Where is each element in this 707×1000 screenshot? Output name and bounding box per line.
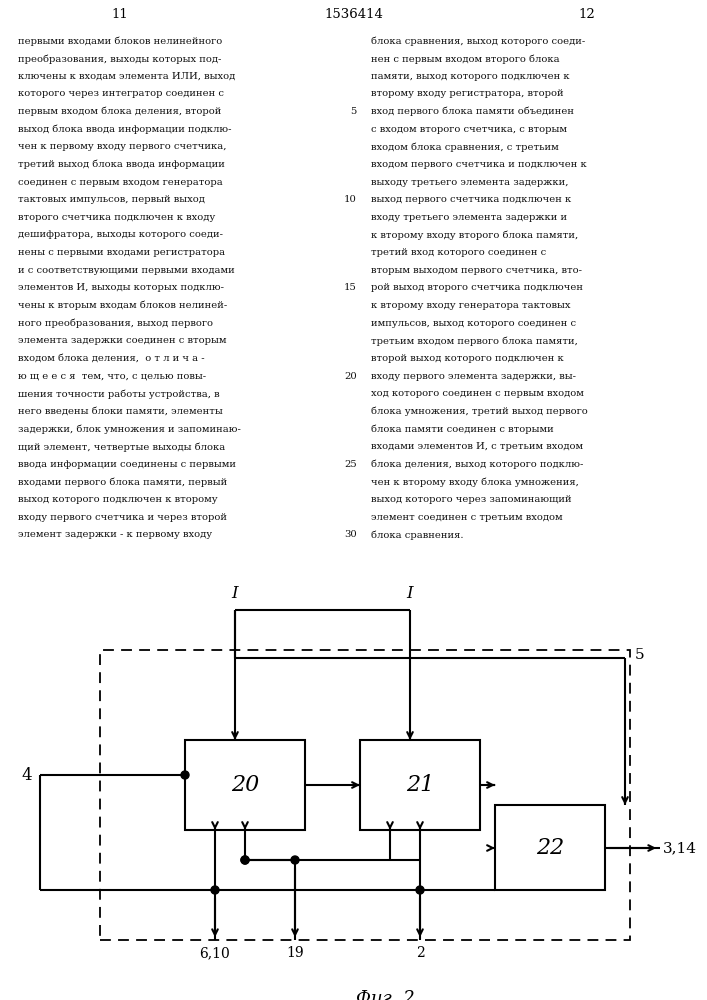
Text: чены к вторым входам блоков нелиней-: чены к вторым входам блоков нелиней- bbox=[18, 301, 227, 310]
Text: 3,14: 3,14 bbox=[663, 841, 697, 855]
Text: ю щ е е с я  тем, что, с целью повы-: ю щ е е с я тем, что, с целью повы- bbox=[18, 372, 206, 381]
Text: которого через интегратор соединен с: которого через интегратор соединен с bbox=[18, 89, 223, 98]
Text: 2: 2 bbox=[416, 946, 424, 960]
Text: Фиг. 2: Фиг. 2 bbox=[356, 990, 414, 1000]
Text: выход которого подключен к второму: выход которого подключен к второму bbox=[18, 495, 217, 504]
Text: к второму входу второго блока памяти,: к второму входу второго блока памяти, bbox=[371, 230, 578, 240]
Bar bbox=[495, 805, 605, 890]
Circle shape bbox=[211, 886, 219, 894]
Text: 19: 19 bbox=[286, 946, 304, 960]
Text: 6,10: 6,10 bbox=[199, 946, 230, 960]
Text: ключены к входам элемента ИЛИ, выход: ключены к входам элемента ИЛИ, выход bbox=[18, 72, 235, 81]
Text: блока сравнения, выход которого соеди-: блока сравнения, выход которого соеди- bbox=[371, 36, 585, 46]
Text: входами первого блока памяти, первый: входами первого блока памяти, первый bbox=[18, 477, 227, 487]
Text: рой выход второго счетчика подключен: рой выход второго счетчика подключен bbox=[371, 283, 583, 292]
Text: соединен с первым входом генератора: соединен с первым входом генератора bbox=[18, 178, 223, 187]
Text: выходу третьего элемента задержки,: выходу третьего элемента задержки, bbox=[371, 178, 568, 187]
Text: элемент соединен с третьим входом: элемент соединен с третьим входом bbox=[371, 513, 563, 522]
Text: 20: 20 bbox=[231, 774, 259, 796]
Text: и с соответствующими первыми входами: и с соответствующими первыми входами bbox=[18, 266, 235, 275]
Text: ного преобразования, выход первого: ного преобразования, выход первого bbox=[18, 319, 213, 328]
Text: вторым выходом первого счетчика, вто-: вторым выходом первого счетчика, вто- bbox=[371, 266, 582, 275]
Text: 12: 12 bbox=[578, 8, 595, 21]
Text: I: I bbox=[407, 585, 414, 602]
Text: третий вход которого соединен с: третий вход которого соединен с bbox=[371, 248, 547, 257]
Text: 10: 10 bbox=[344, 195, 357, 204]
Text: щий элемент, четвертые выходы блока: щий элемент, четвертые выходы блока bbox=[18, 442, 225, 452]
Circle shape bbox=[291, 856, 299, 864]
Bar bbox=[185, 740, 305, 830]
Text: памяти, выход которого подключен к: памяти, выход которого подключен к bbox=[371, 72, 570, 81]
Text: элемент задержки - к первому входу: элемент задержки - к первому входу bbox=[18, 530, 212, 539]
Circle shape bbox=[241, 856, 249, 864]
Text: ход которого соединен с первым входом: ход которого соединен с первым входом bbox=[371, 389, 584, 398]
Text: 5: 5 bbox=[351, 107, 357, 116]
Text: с входом второго счетчика, с вторым: с входом второго счетчика, с вторым bbox=[371, 125, 567, 134]
Circle shape bbox=[181, 771, 189, 779]
Text: него введены блоки памяти, элементы: него введены блоки памяти, элементы bbox=[18, 407, 223, 416]
Text: входами элементов И, с третьим входом: входами элементов И, с третьим входом bbox=[371, 442, 583, 451]
Text: третьим входом первого блока памяти,: третьим входом первого блока памяти, bbox=[371, 336, 578, 346]
Text: элементов И, выходы которых подклю-: элементов И, выходы которых подклю- bbox=[18, 283, 223, 292]
Text: блока сравнения.: блока сравнения. bbox=[371, 530, 464, 540]
Text: чен к первому входу первого счетчика,: чен к первому входу первого счетчика, bbox=[18, 142, 226, 151]
Text: третий выход блока ввода информации: третий выход блока ввода информации bbox=[18, 160, 225, 169]
Text: входу первого счетчика и через второй: входу первого счетчика и через второй bbox=[18, 513, 227, 522]
Text: элемента задержки соединен с вторым: элемента задержки соединен с вторым bbox=[18, 336, 226, 345]
Text: преобразования, выходы которых под-: преобразования, выходы которых под- bbox=[18, 54, 221, 64]
Text: второму входу регистратора, второй: второму входу регистратора, второй bbox=[371, 89, 563, 98]
Text: первым входом блока деления, второй: первым входом блока деления, второй bbox=[18, 107, 221, 116]
Text: 21: 21 bbox=[406, 774, 434, 796]
Text: входом блока сравнения, с третьим: входом блока сравнения, с третьим bbox=[371, 142, 559, 152]
Text: импульсов, выход которого соединен с: импульсов, выход которого соединен с bbox=[371, 319, 576, 328]
Text: блока умножения, третий выход первого: блока умножения, третий выход первого bbox=[371, 407, 588, 416]
Text: вход первого блока памяти объединен: вход первого блока памяти объединен bbox=[371, 107, 574, 116]
Text: входом блока деления,  о т л и ч а -: входом блока деления, о т л и ч а - bbox=[18, 354, 204, 363]
Text: тактовых импульсов, первый выход: тактовых импульсов, первый выход bbox=[18, 195, 204, 204]
Text: шения точности работы устройства, в: шения точности работы устройства, в bbox=[18, 389, 219, 399]
Text: блока памяти соединен с вторыми: блока памяти соединен с вторыми bbox=[371, 424, 554, 434]
Text: входу первого элемента задержки, вы-: входу первого элемента задержки, вы- bbox=[371, 372, 576, 381]
Text: 4: 4 bbox=[21, 766, 32, 784]
Text: 20: 20 bbox=[344, 372, 357, 381]
Text: блока деления, выход которого подклю-: блока деления, выход которого подклю- bbox=[371, 460, 583, 469]
Text: выход первого счетчика подключен к: выход первого счетчика подключен к bbox=[371, 195, 571, 204]
Text: задержки, блок умножения и запоминаю-: задержки, блок умножения и запоминаю- bbox=[18, 424, 240, 434]
Circle shape bbox=[416, 886, 424, 894]
Text: выход которого через запоминающий: выход которого через запоминающий bbox=[371, 495, 572, 504]
Text: 15: 15 bbox=[344, 283, 357, 292]
Circle shape bbox=[241, 856, 249, 864]
Text: 5: 5 bbox=[635, 648, 645, 662]
Text: первыми входами блоков нелинейного: первыми входами блоков нелинейного bbox=[18, 36, 222, 46]
Text: дешифратора, выходы которого соеди-: дешифратора, выходы которого соеди- bbox=[18, 230, 223, 239]
Text: выход блока ввода информации подклю-: выход блока ввода информации подклю- bbox=[18, 125, 231, 134]
Text: 30: 30 bbox=[344, 530, 357, 539]
Text: второй выход которого подключен к: второй выход которого подключен к bbox=[371, 354, 564, 363]
Text: 11: 11 bbox=[112, 8, 129, 21]
Text: 22: 22 bbox=[536, 836, 564, 858]
Text: второго счетчика подключен к входу: второго счетчика подключен к входу bbox=[18, 213, 215, 222]
Text: к второму входу генератора тактовых: к второму входу генератора тактовых bbox=[371, 301, 571, 310]
Bar bbox=[100, 650, 630, 940]
Text: входу третьего элемента задержки и: входу третьего элемента задержки и bbox=[371, 213, 567, 222]
Text: ввода информации соединены с первыми: ввода информации соединены с первыми bbox=[18, 460, 235, 469]
Text: 25: 25 bbox=[344, 460, 357, 469]
Text: чен к второму входу блока умножения,: чен к второму входу блока умножения, bbox=[371, 477, 579, 487]
Text: входом первого счетчика и подключен к: входом первого счетчика и подключен к bbox=[371, 160, 587, 169]
Bar bbox=[360, 740, 480, 830]
Text: I: I bbox=[232, 585, 238, 602]
Text: 1536414: 1536414 bbox=[324, 8, 383, 21]
Text: нен с первым входом второго блока: нен с первым входом второго блока bbox=[371, 54, 560, 64]
Text: нены с первыми входами регистратора: нены с первыми входами регистратора bbox=[18, 248, 225, 257]
